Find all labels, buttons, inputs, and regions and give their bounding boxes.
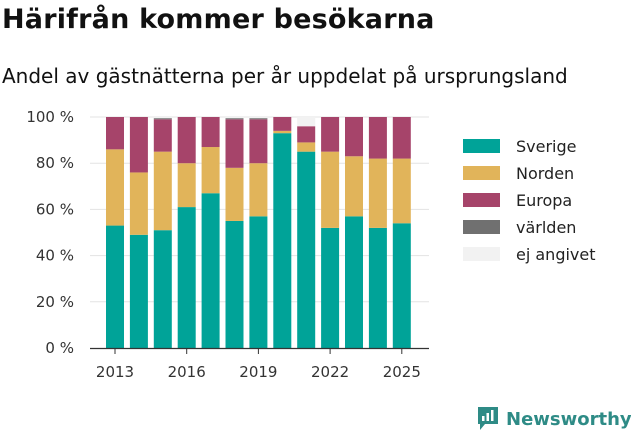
y-tick-label: 20 % [36, 293, 74, 311]
bar-segment [153, 119, 172, 152]
chart-title: Härifrån kommer besökarna [2, 4, 435, 35]
bar-segment [321, 151, 340, 228]
bar-segment [249, 216, 268, 348]
bar-segment [129, 172, 148, 235]
bar-segment [129, 234, 148, 348]
bar-segment [249, 163, 268, 217]
brand-name: Newsworthy [506, 408, 631, 430]
bar-segment [153, 118, 172, 120]
legend: Sverige Norden Europa världen ej angivet [463, 137, 596, 264]
bar-segment [297, 117, 316, 127]
bar-segment [297, 142, 316, 152]
bar-segment [273, 130, 292, 134]
bar-segment [249, 118, 268, 120]
axes: 0 % 20 % 40 % 60 % 80 % 100 % 2013 2016 2019 2022… [26, 108, 429, 381]
legend-swatch [463, 247, 500, 261]
legend-label: världen [516, 218, 576, 237]
legend-label: Sverige [516, 137, 577, 156]
x-tick-label: 2019 [239, 363, 277, 381]
x-tick-label: 2025 [383, 363, 421, 381]
bar-segment [106, 149, 124, 226]
bar-segment [201, 117, 220, 148]
bars [106, 117, 411, 348]
bar-segment [345, 216, 363, 348]
bar-segment [249, 119, 268, 164]
legend-swatch [463, 139, 500, 153]
bar-segment [129, 117, 148, 173]
y-tick-label: 80 % [36, 154, 74, 172]
y-tick-label: 100 % [26, 108, 74, 126]
bar-segment [249, 117, 268, 119]
bar-segment [225, 167, 244, 221]
bar-segment [368, 117, 387, 159]
legend-swatch [463, 220, 500, 234]
x-tick-label: 2016 [168, 363, 206, 381]
bar-segment [345, 117, 363, 157]
bar-segment [297, 126, 316, 143]
bar-segment [153, 151, 172, 231]
bar-segment [392, 223, 411, 348]
bar-segment [225, 220, 244, 348]
bar-segment [392, 117, 411, 159]
bar-segment [345, 156, 363, 217]
bar-segment [153, 117, 172, 119]
legend-label: Europa [516, 191, 572, 210]
bar-segment [225, 119, 244, 168]
bar-segment [368, 227, 387, 348]
y-tick-label: 40 % [36, 247, 74, 265]
bar-segment [177, 117, 196, 164]
x-tick-label: 2013 [96, 363, 134, 381]
bar-segment [106, 117, 124, 150]
bar-segment [201, 193, 220, 348]
bar-segment [177, 163, 196, 208]
bar-segment [297, 151, 316, 348]
legend-swatch [463, 193, 500, 207]
bar-segment [225, 118, 244, 120]
bar-segment [201, 147, 220, 194]
y-tick-label: 0 % [45, 339, 74, 357]
bar-segment [106, 225, 124, 348]
legend-label: Norden [516, 164, 574, 183]
legend-swatch [463, 166, 500, 180]
bar-segment [177, 207, 196, 348]
x-tick-label: 2022 [311, 363, 349, 381]
legend-label: ej angivet [516, 245, 596, 264]
bar-segment [225, 117, 244, 119]
bar-segment [273, 133, 292, 348]
bar-segment [392, 158, 411, 224]
bar-segment [273, 117, 292, 131]
chart-subtitle: Andel av gästnätterna per år uppdelat på… [2, 64, 568, 88]
bar-segment [321, 227, 340, 348]
bar-segment [368, 158, 387, 228]
bar-segment [153, 230, 172, 348]
bar-segment [321, 117, 340, 152]
brand: Newsworthy [476, 406, 631, 432]
y-tick-label: 60 % [36, 200, 74, 218]
newsworthy-logo-icon [478, 407, 498, 430]
